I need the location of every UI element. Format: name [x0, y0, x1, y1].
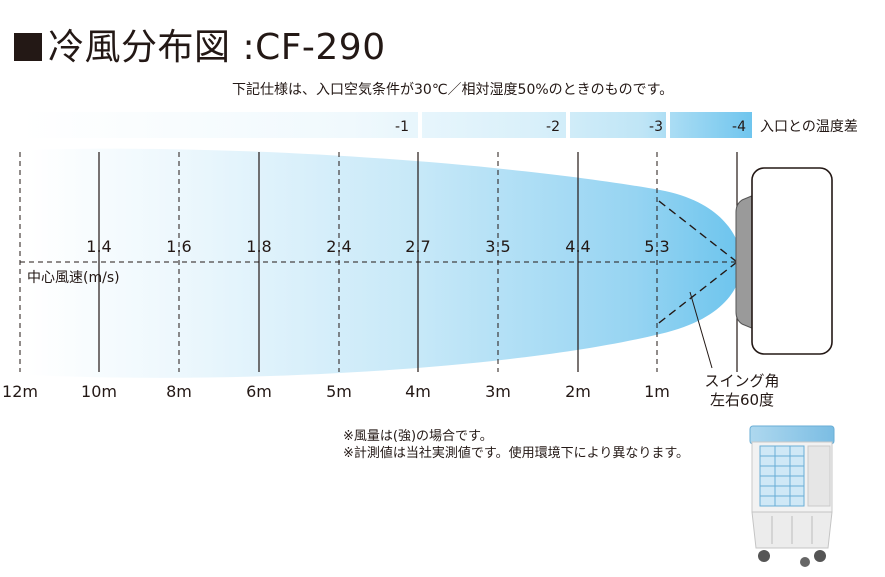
page-title: 冷風分布図 :CF-290 [14, 26, 386, 70]
cooler-top-panel [749, 425, 835, 445]
band-separator [666, 112, 670, 138]
distance-label: 3m [485, 382, 511, 401]
center-speed-label: 中心風速(m/s) [27, 270, 120, 286]
caster-wheel [814, 550, 826, 562]
swing-leader-line [689, 291, 713, 369]
temp-diff-label: -3 [649, 119, 663, 135]
cooler-body-outline [751, 167, 833, 355]
distance-label: 12m [2, 382, 38, 401]
center-speed-values: 1.4 1.6 1.8 2.4 2.7 3.5 4.4 5.3 [86, 237, 669, 256]
temperature-gradient-band [22, 112, 752, 138]
speed-value: 1.8 [246, 237, 271, 256]
footnote-airflow: ※風量は(強)の場合です。 [343, 429, 493, 444]
temp-diff-caption: 入口との温度差 [760, 119, 858, 135]
distance-label: 8m [166, 382, 192, 401]
distance-label: 4m [405, 382, 431, 401]
cooler-product-image [749, 425, 835, 567]
caster-wheel [758, 550, 770, 562]
footnote-measurement: ※計測値は当社実測値です。使用環境下により異なります。 [343, 446, 690, 461]
spec-condition-note: 下記仕様は、入口空気条件が30℃／相対湿度50%のときのものです。 [232, 82, 674, 98]
speed-value: 5.3 [644, 237, 669, 256]
distance-label: 2m [565, 382, 591, 401]
cooler-outlet-side [735, 194, 755, 330]
cooler-top-view [735, 167, 833, 355]
speed-value: 3.5 [485, 237, 510, 256]
caster-wheel [800, 557, 810, 567]
band-separator [418, 112, 422, 138]
speed-value: 4.4 [565, 237, 590, 256]
temp-diff-label: -2 [546, 119, 560, 135]
cold-air-plume [28, 148, 742, 378]
temp-diff-label: -4 [732, 119, 746, 135]
footnotes: ※風量は(強)の場合です。 ※計測値は当社実測値です。使用環境下により異なります… [343, 428, 689, 462]
swing-angle-line-lower [654, 261, 738, 327]
distance-labels: 12m 10m 8m 6m 5m 4m 3m 2m 1m [2, 382, 670, 401]
band-separator [566, 112, 570, 138]
distance-label: 1m [644, 382, 670, 401]
distance-label: 6m [246, 382, 272, 401]
speed-value: 2.4 [326, 237, 351, 256]
temp-diff-label: -1 [395, 119, 409, 135]
distance-label: 10m [81, 382, 117, 401]
swing-angle-line-upper [654, 197, 738, 263]
square-bullet-icon [14, 33, 42, 61]
title-text: 冷風分布図 :CF-290 [48, 27, 386, 68]
swing-angle-label-line2: 左右60度 [710, 391, 774, 409]
speed-value: 2.7 [405, 237, 430, 256]
cooler-side-panel [807, 445, 831, 507]
speed-value: 1.6 [166, 237, 191, 256]
swing-angle-label-line1: スイング角 [704, 372, 779, 390]
speed-value: 1.4 [86, 237, 111, 256]
distance-label: 5m [326, 382, 352, 401]
temperature-difference-bar: -1 -2 -3 -4 入口との温度差 [22, 112, 858, 138]
